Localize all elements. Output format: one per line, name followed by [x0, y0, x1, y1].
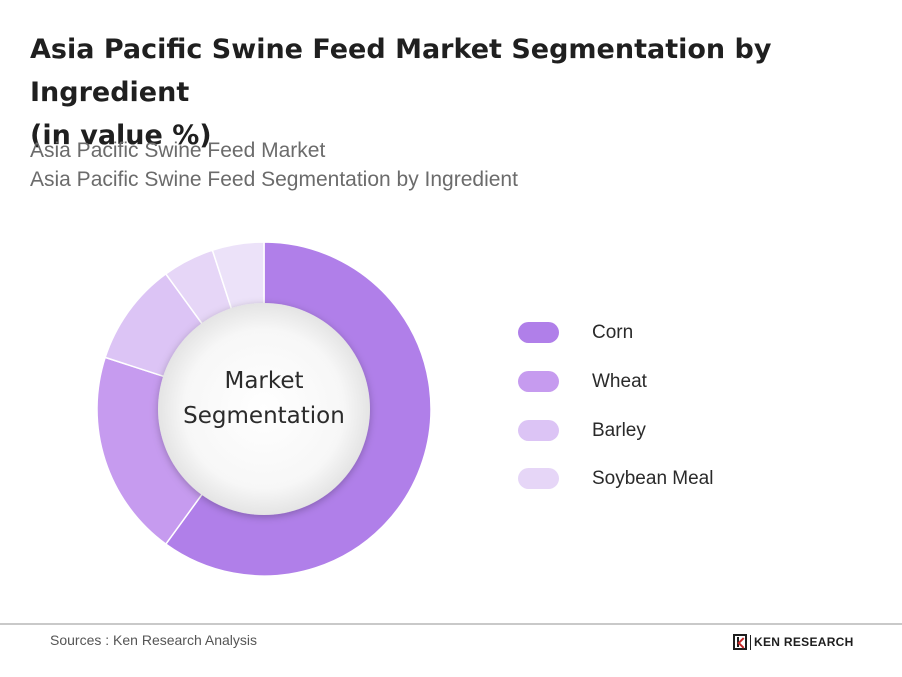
- legend-label-soybean-meal: Soybean Meal: [592, 468, 714, 489]
- donut-center-label: Market Segmentation: [164, 364, 364, 434]
- legend-swatch-barley: [518, 420, 559, 441]
- footer-divider: [0, 623, 902, 625]
- ken-research-logo: KEN RESEARCH: [733, 633, 854, 651]
- legend-label-barley: Barley: [592, 420, 646, 441]
- chart-title-line2: (in value %): [30, 120, 212, 151]
- legend-swatch-soybean-meal: [518, 468, 559, 489]
- legend-swatch-corn: [518, 322, 559, 343]
- legend-item-soybean-meal: Soybean Meal: [516, 464, 756, 494]
- ken-research-logo-icon: [733, 634, 747, 650]
- legend-item-wheat: Wheat: [516, 367, 756, 397]
- chart-title: Asia Pacific Swine Feed Market Segmentat…: [30, 28, 880, 157]
- legend-label-wheat: Wheat: [592, 371, 647, 392]
- legend-item-barley: Barley: [516, 416, 756, 446]
- chart-title-line1: Asia Pacific Swine Feed Market Segmentat…: [30, 34, 772, 108]
- donut-center-disc: [158, 303, 370, 515]
- subtitle-line2: Asia Pacific Swine Feed Segmentation by …: [30, 168, 518, 191]
- center-label-line2: Segmentation: [183, 403, 345, 429]
- legend-swatch-wheat: [518, 371, 559, 392]
- subtitle-line1: Asia Pacific Swine Feed Market: [30, 139, 326, 162]
- center-label-line1: Market: [224, 368, 304, 394]
- logo-separator: [750, 634, 751, 650]
- legend-label-corn: Corn: [592, 322, 634, 343]
- ken-research-logo-text: KEN RESEARCH: [754, 635, 854, 649]
- legend-item-corn: Corn: [516, 318, 756, 348]
- chart-subtitle: Asia Pacific Swine Feed Market Asia Paci…: [30, 136, 518, 194]
- sources-note: Sources : Ken Research Analysis: [50, 632, 257, 648]
